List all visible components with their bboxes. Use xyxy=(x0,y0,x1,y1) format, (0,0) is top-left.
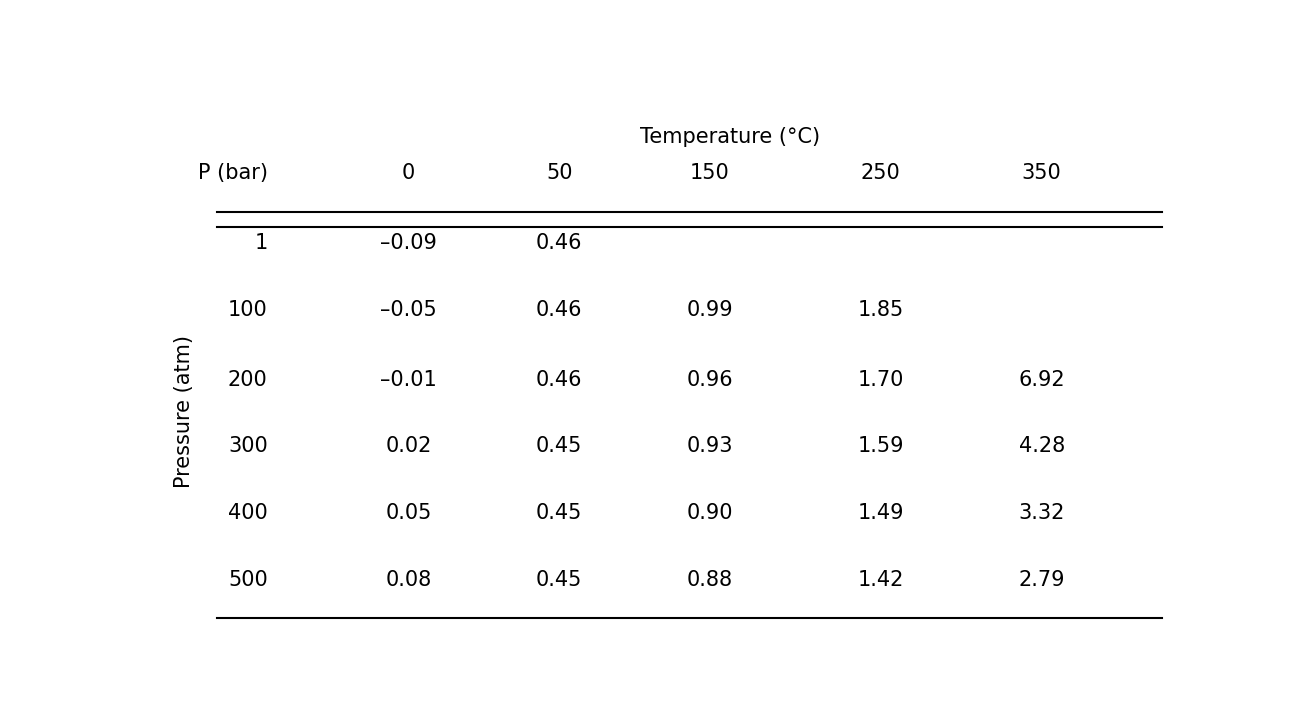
Text: 0.02: 0.02 xyxy=(385,437,432,456)
Text: P (bar): P (bar) xyxy=(197,164,267,183)
Text: –0.01: –0.01 xyxy=(380,369,437,390)
Text: 350: 350 xyxy=(1022,164,1061,183)
Text: 1.49: 1.49 xyxy=(857,503,904,523)
Text: 1.70: 1.70 xyxy=(857,369,904,390)
Text: 0.45: 0.45 xyxy=(536,437,582,456)
Text: Pressure (atm): Pressure (atm) xyxy=(174,335,195,488)
Text: 0.46: 0.46 xyxy=(536,300,582,320)
Text: 0.46: 0.46 xyxy=(536,369,582,390)
Text: 0.93: 0.93 xyxy=(686,437,733,456)
Text: –0.09: –0.09 xyxy=(380,233,437,253)
Text: 1.85: 1.85 xyxy=(857,300,904,320)
Text: 0.46: 0.46 xyxy=(536,233,582,253)
Text: 0.08: 0.08 xyxy=(385,571,432,590)
Text: 0.90: 0.90 xyxy=(686,503,733,523)
Text: 0.45: 0.45 xyxy=(536,571,582,590)
Text: 400: 400 xyxy=(228,503,267,523)
Text: 100: 100 xyxy=(228,300,267,320)
Text: 0.45: 0.45 xyxy=(536,503,582,523)
Text: 300: 300 xyxy=(228,437,267,456)
Text: 0: 0 xyxy=(402,164,415,183)
Text: 50: 50 xyxy=(546,164,572,183)
Text: 6.92: 6.92 xyxy=(1018,369,1065,390)
Text: 150: 150 xyxy=(690,164,730,183)
Text: –0.05: –0.05 xyxy=(380,300,437,320)
Text: 4.28: 4.28 xyxy=(1018,437,1065,456)
Text: 0.88: 0.88 xyxy=(687,571,733,590)
Text: 0.96: 0.96 xyxy=(686,369,733,390)
Text: 2.79: 2.79 xyxy=(1018,571,1065,590)
Text: 0.99: 0.99 xyxy=(686,300,733,320)
Text: 1.59: 1.59 xyxy=(857,437,904,456)
Text: 1.42: 1.42 xyxy=(857,571,904,590)
Text: Temperature (°C): Temperature (°C) xyxy=(639,127,820,147)
Text: 0.05: 0.05 xyxy=(385,503,432,523)
Text: 1: 1 xyxy=(254,233,267,253)
Text: 3.32: 3.32 xyxy=(1018,503,1065,523)
Text: 500: 500 xyxy=(228,571,267,590)
Text: 250: 250 xyxy=(861,164,900,183)
Text: 200: 200 xyxy=(228,369,267,390)
